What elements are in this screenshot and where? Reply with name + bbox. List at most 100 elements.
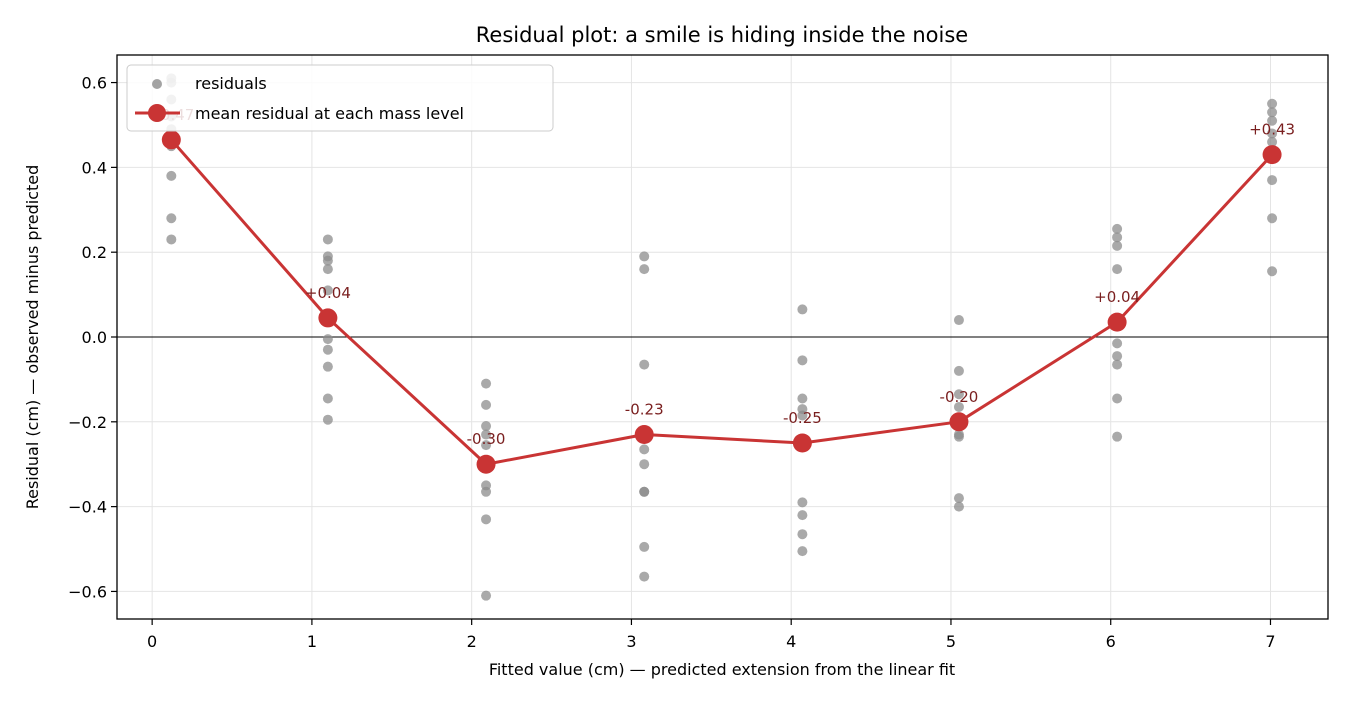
x-tick-label: 0 bbox=[147, 632, 157, 651]
residual-point bbox=[1112, 431, 1123, 442]
residual-point bbox=[1267, 136, 1278, 147]
residual-point bbox=[1112, 351, 1123, 362]
residual-point bbox=[1267, 213, 1278, 224]
residual-point bbox=[1267, 98, 1278, 109]
legend-box bbox=[126, 64, 554, 132]
residual-point bbox=[797, 510, 808, 521]
mean-point bbox=[161, 130, 181, 150]
residual-point bbox=[322, 264, 333, 275]
residual-point bbox=[797, 546, 808, 557]
mean-point bbox=[1107, 312, 1127, 332]
residual-point bbox=[797, 304, 808, 315]
mean-value-label: -0.23 bbox=[625, 401, 664, 419]
residual-point bbox=[953, 389, 964, 400]
residual-point bbox=[797, 497, 808, 508]
x-tick-label: 2 bbox=[467, 632, 477, 651]
residual-point bbox=[953, 493, 964, 504]
y-tick-label: 0.6 bbox=[82, 74, 107, 93]
residual-point bbox=[797, 393, 808, 404]
residual-point bbox=[797, 529, 808, 540]
legend-label-mean: mean residual at each mass level bbox=[195, 104, 464, 123]
mean-value-label: -0.25 bbox=[783, 409, 822, 427]
residual-point bbox=[1112, 240, 1123, 251]
y-axis-ticks: −0.6 −0.4 −0.2 0.0 0.2 0.4 0.6 bbox=[68, 74, 117, 601]
y-tick-label: 0.0 bbox=[82, 328, 107, 347]
mean-point bbox=[476, 454, 496, 474]
residual-point bbox=[1267, 266, 1278, 277]
residual-point bbox=[1112, 223, 1123, 234]
residual-point bbox=[639, 459, 650, 470]
residual-point bbox=[953, 501, 964, 512]
y-tick-label: 0.2 bbox=[82, 243, 107, 262]
residual-point bbox=[481, 378, 492, 389]
residual-point bbox=[953, 401, 964, 412]
residual-point bbox=[639, 571, 650, 582]
residual-point bbox=[639, 541, 650, 552]
legend-scatter-marker bbox=[152, 79, 162, 89]
residual-point bbox=[1267, 115, 1278, 126]
mean-residual-labels: +0.47+0.04-0.30-0.23-0.25-0.20+0.04+0.43 bbox=[148, 106, 1295, 448]
residual-point bbox=[481, 429, 492, 440]
y-axis-label: Residual (cm) — observed minus predicted bbox=[23, 165, 42, 510]
residual-point bbox=[322, 344, 333, 355]
y-tick-label: −0.4 bbox=[68, 498, 107, 517]
mean-value-label: +0.43 bbox=[1249, 121, 1295, 139]
x-tick-label: 5 bbox=[946, 632, 956, 651]
mean-value-label: +0.04 bbox=[1094, 288, 1140, 306]
residual-point bbox=[322, 255, 333, 266]
mean-point bbox=[1262, 145, 1282, 165]
residual-point bbox=[322, 361, 333, 372]
residual-point bbox=[322, 393, 333, 404]
y-tick-label: −0.6 bbox=[68, 582, 107, 601]
residual-point bbox=[481, 486, 492, 497]
x-axis-ticks: 0 1 2 3 4 5 6 7 bbox=[147, 619, 1276, 651]
residual-point bbox=[639, 359, 650, 370]
x-axis-label: Fitted value (cm) — predicted extension … bbox=[489, 660, 955, 679]
residual-point bbox=[322, 285, 333, 296]
mean-point bbox=[792, 433, 812, 453]
residual-point bbox=[953, 315, 964, 326]
legend: residuals mean residual at each mass lev… bbox=[126, 64, 554, 132]
residual-point bbox=[639, 444, 650, 455]
y-tick-label: −0.2 bbox=[68, 413, 107, 432]
residual-point bbox=[1112, 264, 1123, 275]
residual-point bbox=[481, 440, 492, 451]
mean-point bbox=[634, 425, 654, 445]
residual-point bbox=[166, 170, 177, 181]
residual-point bbox=[166, 234, 177, 245]
mean-value-label: -0.20 bbox=[940, 388, 979, 406]
residual-point bbox=[1267, 107, 1278, 118]
x-tick-label: 6 bbox=[1106, 632, 1116, 651]
residual-point bbox=[322, 234, 333, 245]
residual-point bbox=[797, 355, 808, 366]
residual-point bbox=[481, 514, 492, 525]
mean-point bbox=[949, 412, 969, 432]
chart-title: Residual plot: a smile is hiding inside … bbox=[476, 23, 968, 47]
mean-value-label: +0.04 bbox=[305, 284, 351, 302]
residual-point bbox=[797, 410, 808, 421]
x-tick-label: 1 bbox=[307, 632, 317, 651]
residual-point bbox=[322, 414, 333, 425]
x-tick-label: 4 bbox=[786, 632, 796, 651]
x-tick-label: 7 bbox=[1265, 632, 1275, 651]
residual-point bbox=[639, 486, 650, 497]
residual-point bbox=[481, 590, 492, 601]
y-tick-label: 0.4 bbox=[82, 158, 107, 177]
residual-point bbox=[953, 431, 964, 442]
residual-point bbox=[953, 365, 964, 376]
mean-residual-line bbox=[161, 130, 1282, 474]
x-tick-label: 3 bbox=[626, 632, 636, 651]
mean-point bbox=[318, 308, 338, 328]
residual-point bbox=[481, 421, 492, 432]
residual-point bbox=[1112, 393, 1123, 404]
residual-point bbox=[1112, 338, 1123, 349]
legend-line-dot bbox=[148, 104, 166, 122]
residual-point bbox=[1112, 232, 1123, 243]
residual-point bbox=[1267, 175, 1278, 186]
legend-label-residuals: residuals bbox=[195, 74, 267, 93]
residual-point bbox=[166, 213, 177, 224]
residual-point bbox=[639, 251, 650, 262]
mean-value-label: -0.30 bbox=[467, 430, 506, 448]
residual-point bbox=[1267, 128, 1278, 139]
